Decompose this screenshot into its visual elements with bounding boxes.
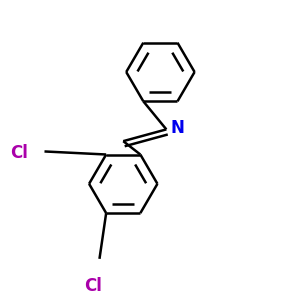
Text: N: N (171, 119, 185, 137)
Text: Cl: Cl (85, 277, 103, 295)
Text: Cl: Cl (10, 144, 28, 162)
